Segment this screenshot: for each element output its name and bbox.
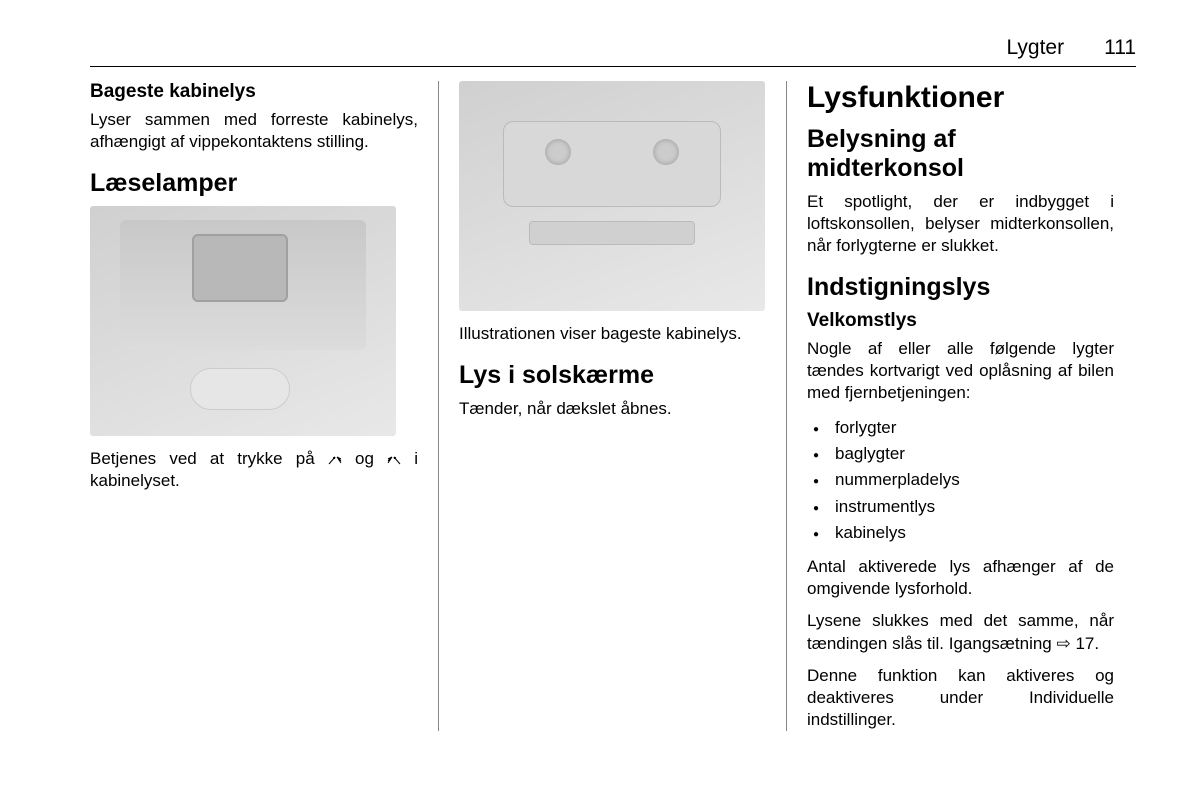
- page-number: 111: [1104, 36, 1136, 60]
- figure-rear-cabin-light: [459, 81, 765, 311]
- lamp-left-icon: [328, 455, 342, 465]
- column-3: Lysfunktioner Belysning af midterkonsol …: [786, 81, 1134, 731]
- figure-caption: Illustrationen viser bageste kabinelys.: [459, 323, 766, 345]
- list-item: nummerpladelys: [835, 467, 1114, 493]
- welcome-light-list: forlygter baglygter nummerpladelys instr…: [807, 415, 1114, 547]
- center-console-light-text: Et spotlight, der er indbygget i loftsko…: [807, 191, 1114, 257]
- section-title: Lygter: [1006, 36, 1064, 60]
- manual-page: Lygter 111 Bageste kabinelys Lyser samme…: [0, 0, 1200, 802]
- heading-center-console-light: Belysning af midterkonsol: [807, 125, 1114, 183]
- lamp-right-icon: [387, 455, 401, 465]
- heading-rear-cabin-light: Bageste kabinelys: [90, 81, 418, 103]
- heading-light-functions: Lysfunktioner: [807, 81, 1114, 115]
- list-item: instrumentlys: [835, 494, 1114, 520]
- heading-welcome-light: Velkomstlys: [807, 310, 1114, 332]
- column-1: Bageste kabinelys Lyser sammen med forre…: [90, 81, 438, 731]
- list-item: forlygter: [835, 415, 1114, 441]
- page-header: Lygter 111: [90, 36, 1136, 67]
- heading-entry-light: Indstigningslys: [807, 273, 1114, 302]
- heading-reading-lamps: Læselamper: [90, 169, 418, 198]
- function-config-text: Denne funktion kan aktiveres og deaktive…: [807, 665, 1114, 731]
- lights-off-text: Lysene slukkes med det samme, når tændin…: [807, 610, 1114, 654]
- rear-cabin-light-text: Lyser sammen med forreste kabinelys, afh…: [90, 109, 418, 153]
- figure-front-console: [90, 206, 396, 436]
- column-2: Illustrationen viser bageste kabinelys. …: [438, 81, 786, 731]
- sunvisor-light-text: Tænder, når dækslet åbnes.: [459, 398, 766, 420]
- reading-lamps-text: Betjenes ved at trykke på og i kabinelys…: [90, 448, 418, 492]
- text-part-b: og: [342, 449, 387, 468]
- light-count-text: Antal aktiverede lys afhænger af de omgi…: [807, 556, 1114, 600]
- list-item: baglygter: [835, 441, 1114, 467]
- content-columns: Bageste kabinelys Lyser sammen med forre…: [90, 81, 1136, 731]
- heading-sunvisor-light: Lys i solskærme: [459, 361, 766, 390]
- text-part-a: Betjenes ved at trykke på: [90, 449, 328, 468]
- list-item: kabinelys: [835, 520, 1114, 546]
- welcome-light-intro: Nogle af eller alle følgende lygter tænd…: [807, 338, 1114, 404]
